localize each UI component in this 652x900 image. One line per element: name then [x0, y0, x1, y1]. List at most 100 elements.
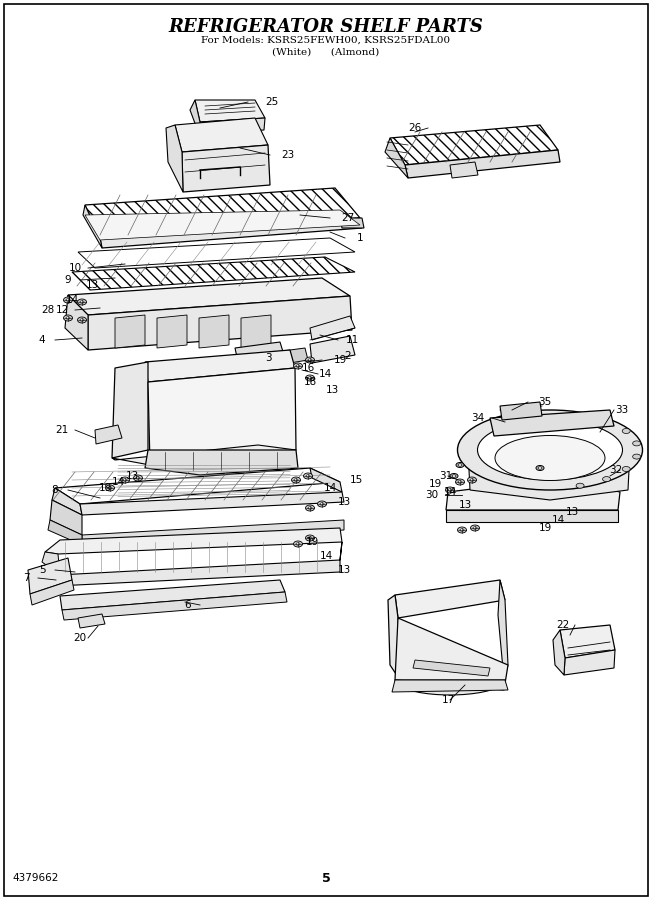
Polygon shape	[88, 296, 352, 350]
Ellipse shape	[80, 319, 84, 321]
Polygon shape	[490, 410, 614, 436]
Polygon shape	[175, 118, 268, 152]
Polygon shape	[199, 315, 229, 348]
Ellipse shape	[632, 454, 641, 459]
Text: 20: 20	[74, 633, 87, 643]
Text: 34: 34	[471, 413, 484, 423]
Ellipse shape	[291, 477, 301, 483]
Text: 13: 13	[337, 565, 351, 575]
Polygon shape	[60, 580, 285, 610]
Polygon shape	[83, 205, 102, 248]
Polygon shape	[500, 402, 542, 420]
Polygon shape	[199, 118, 265, 134]
Ellipse shape	[306, 375, 314, 381]
Text: 27: 27	[342, 213, 355, 223]
Text: 5: 5	[38, 565, 45, 575]
Text: 1: 1	[357, 233, 363, 243]
Text: 15: 15	[349, 475, 363, 485]
Polygon shape	[85, 210, 360, 240]
Ellipse shape	[458, 527, 466, 533]
Polygon shape	[52, 488, 82, 515]
Text: 30: 30	[426, 490, 439, 500]
Ellipse shape	[308, 536, 312, 539]
Ellipse shape	[306, 475, 310, 477]
Ellipse shape	[458, 464, 462, 466]
Text: 33: 33	[615, 405, 629, 415]
Polygon shape	[145, 450, 298, 475]
Ellipse shape	[460, 529, 464, 531]
Text: 10: 10	[68, 263, 82, 273]
Ellipse shape	[78, 299, 87, 305]
Text: 13: 13	[325, 385, 338, 395]
Polygon shape	[78, 614, 105, 628]
Polygon shape	[157, 315, 187, 348]
Polygon shape	[112, 362, 148, 458]
Polygon shape	[446, 510, 618, 522]
Polygon shape	[72, 257, 355, 290]
Text: 16: 16	[301, 363, 315, 373]
Polygon shape	[385, 138, 408, 178]
Ellipse shape	[536, 465, 544, 471]
Polygon shape	[82, 520, 344, 545]
Polygon shape	[413, 660, 490, 676]
Text: 13: 13	[565, 507, 578, 517]
Text: REFRIGERATOR SHELF PARTS: REFRIGERATOR SHELF PARTS	[169, 18, 483, 36]
Polygon shape	[392, 680, 508, 692]
Ellipse shape	[318, 501, 327, 507]
Text: 14: 14	[443, 487, 456, 497]
Polygon shape	[190, 100, 200, 134]
Text: 21: 21	[55, 425, 68, 435]
Ellipse shape	[303, 473, 312, 479]
Text: 19: 19	[98, 483, 111, 493]
Ellipse shape	[66, 317, 70, 319]
Text: 3: 3	[265, 353, 271, 363]
Polygon shape	[564, 650, 615, 675]
Ellipse shape	[66, 299, 70, 302]
Text: 32: 32	[610, 465, 623, 475]
Ellipse shape	[106, 485, 115, 491]
Text: 2: 2	[345, 351, 351, 361]
Polygon shape	[50, 500, 82, 535]
Text: 11: 11	[346, 335, 359, 345]
Ellipse shape	[80, 301, 84, 303]
Ellipse shape	[121, 477, 130, 483]
Ellipse shape	[471, 525, 479, 531]
Polygon shape	[80, 492, 344, 515]
Text: 35: 35	[539, 397, 552, 407]
Polygon shape	[340, 218, 364, 228]
Polygon shape	[310, 468, 342, 492]
Ellipse shape	[477, 420, 623, 480]
Polygon shape	[56, 542, 342, 586]
Ellipse shape	[308, 377, 312, 379]
Text: 14: 14	[552, 515, 565, 525]
Ellipse shape	[63, 297, 72, 303]
Polygon shape	[68, 278, 350, 315]
Text: 22: 22	[556, 620, 570, 630]
Ellipse shape	[296, 543, 300, 545]
Text: 25: 25	[265, 97, 278, 107]
Polygon shape	[390, 125, 558, 165]
Ellipse shape	[452, 475, 456, 477]
Polygon shape	[310, 336, 355, 363]
Polygon shape	[100, 218, 362, 248]
Ellipse shape	[458, 410, 642, 490]
Polygon shape	[112, 445, 296, 465]
Polygon shape	[148, 368, 296, 465]
Text: 4379662: 4379662	[12, 873, 59, 883]
Ellipse shape	[306, 535, 314, 541]
Text: 28: 28	[41, 305, 55, 315]
Ellipse shape	[495, 436, 605, 481]
Text: (White)      (Almond): (White) (Almond)	[273, 48, 379, 57]
Polygon shape	[235, 342, 284, 362]
Ellipse shape	[293, 541, 303, 547]
Polygon shape	[85, 188, 360, 238]
Text: 19: 19	[539, 523, 552, 533]
Ellipse shape	[296, 364, 300, 367]
Ellipse shape	[293, 363, 303, 369]
Polygon shape	[30, 580, 74, 605]
Polygon shape	[42, 552, 60, 575]
Ellipse shape	[308, 359, 312, 361]
Ellipse shape	[78, 317, 87, 323]
Polygon shape	[395, 618, 508, 690]
Polygon shape	[446, 478, 620, 510]
